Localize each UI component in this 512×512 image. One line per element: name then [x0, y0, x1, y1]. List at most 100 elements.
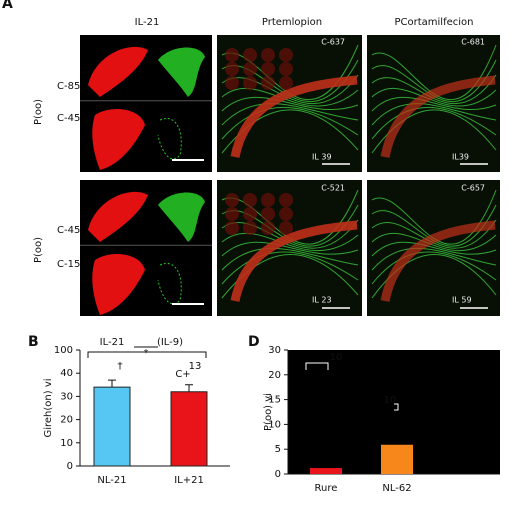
error-bar [108, 379, 116, 388]
inset-label: C-45 [57, 225, 80, 236]
red-dot [225, 48, 239, 62]
x-tick-label: IL+21 [174, 475, 204, 486]
red-fiber [230, 220, 358, 302]
red-dot [261, 48, 275, 62]
red-cell [88, 46, 148, 97]
column-header: PCortamilfecion [395, 17, 474, 28]
green-fiber [221, 96, 359, 112]
corner-label: C-521 [321, 184, 345, 193]
row-label: P(oo) [33, 237, 44, 263]
bracket [305, 362, 329, 370]
red-dot [261, 193, 275, 207]
bottom-label: IL 23 [312, 296, 332, 305]
red-dot [243, 62, 257, 76]
red-dot [279, 48, 293, 62]
y-axis-label: P(oo) vi [263, 393, 274, 431]
green-fiber [221, 241, 359, 257]
annotation: 10 [384, 395, 397, 406]
annotation: 13 [189, 361, 202, 372]
red-dot [225, 193, 239, 207]
y-tick-label: 30 [268, 345, 281, 356]
red-dot [261, 221, 275, 235]
x-tick-label: Rure [315, 483, 338, 494]
bracket [87, 346, 207, 358]
green-cell [157, 262, 182, 305]
red-dot [225, 221, 239, 235]
annotation: C+ [175, 369, 190, 380]
bar [381, 444, 413, 474]
red-cell [88, 191, 148, 242]
red-dot [225, 207, 239, 221]
y-tick-label: 100 [54, 345, 73, 356]
red-dot [261, 207, 275, 221]
bar [93, 386, 131, 467]
red-cell [92, 254, 145, 315]
green-fiber [371, 96, 497, 112]
y-tick-label: 40 [60, 368, 73, 379]
y-tick-label: 10 [268, 419, 281, 430]
column-header: Prtemlopion [262, 17, 322, 28]
green-fiber [221, 103, 359, 126]
row-label: P(oo) [33, 99, 44, 125]
green-fiber [221, 107, 359, 140]
bar [310, 468, 342, 474]
annotation: † [118, 361, 123, 372]
x-tick-label: NL-21 [97, 475, 126, 486]
red-dot [279, 193, 293, 207]
micrographs [80, 35, 500, 316]
red-dot [261, 76, 275, 90]
red-cell [92, 109, 145, 170]
green-fiber [371, 109, 497, 154]
annotation: * [144, 348, 149, 359]
bar [170, 391, 208, 467]
green-fiber [371, 103, 497, 126]
annotation: 10 [330, 352, 343, 363]
red-fiber [230, 75, 358, 158]
panel-label: B [28, 334, 39, 350]
corner-label: C-681 [461, 38, 485, 47]
inset-label: C-85 [57, 81, 80, 92]
green-cell [158, 192, 205, 242]
bottom-label: IL39 [452, 153, 469, 162]
green-fiber [221, 247, 359, 271]
red-dot [279, 62, 293, 76]
y-tick-label: 5 [275, 444, 281, 455]
green-cell [158, 47, 205, 97]
y-tick-label: 0 [275, 469, 281, 480]
bracket [394, 403, 399, 411]
y-axis-label: Gireh(on) vi [43, 378, 54, 437]
annotation: IL-21 [100, 337, 125, 348]
x-tick-label: NL-62 [382, 483, 411, 494]
green-fiber [221, 251, 359, 285]
red-dot [243, 207, 257, 221]
y-tick-label: 10 [60, 438, 73, 449]
corner-label: C-637 [321, 38, 345, 47]
red-dot [279, 76, 293, 90]
green-fiber [371, 241, 497, 257]
red-dot [225, 62, 239, 76]
column-header: IL-21 [135, 17, 160, 28]
annotation: (IL-9) [157, 337, 183, 348]
y-tick-label: 20 [268, 370, 281, 381]
green-fiber [371, 107, 497, 140]
y-tick-label: 0 [67, 461, 73, 472]
y-tick-label: 30 [60, 391, 73, 402]
y-tick-label: 20 [60, 415, 73, 426]
red-dot [243, 221, 257, 235]
red-dot [279, 207, 293, 221]
red-fiber [380, 75, 496, 158]
green-fiber [371, 247, 497, 271]
green-fiber [371, 254, 497, 299]
green-fiber [221, 109, 359, 154]
bottom-label: IL 59 [452, 296, 472, 305]
green-fiber [371, 251, 497, 285]
red-dot [243, 193, 257, 207]
red-dot [279, 221, 293, 235]
red-dot [225, 76, 239, 90]
corner-label: C-657 [461, 184, 485, 193]
panel-label: A [2, 0, 13, 12]
red-dot [243, 76, 257, 90]
inset-label: C-45 [57, 113, 80, 124]
inset-label: C-15 [57, 259, 80, 270]
